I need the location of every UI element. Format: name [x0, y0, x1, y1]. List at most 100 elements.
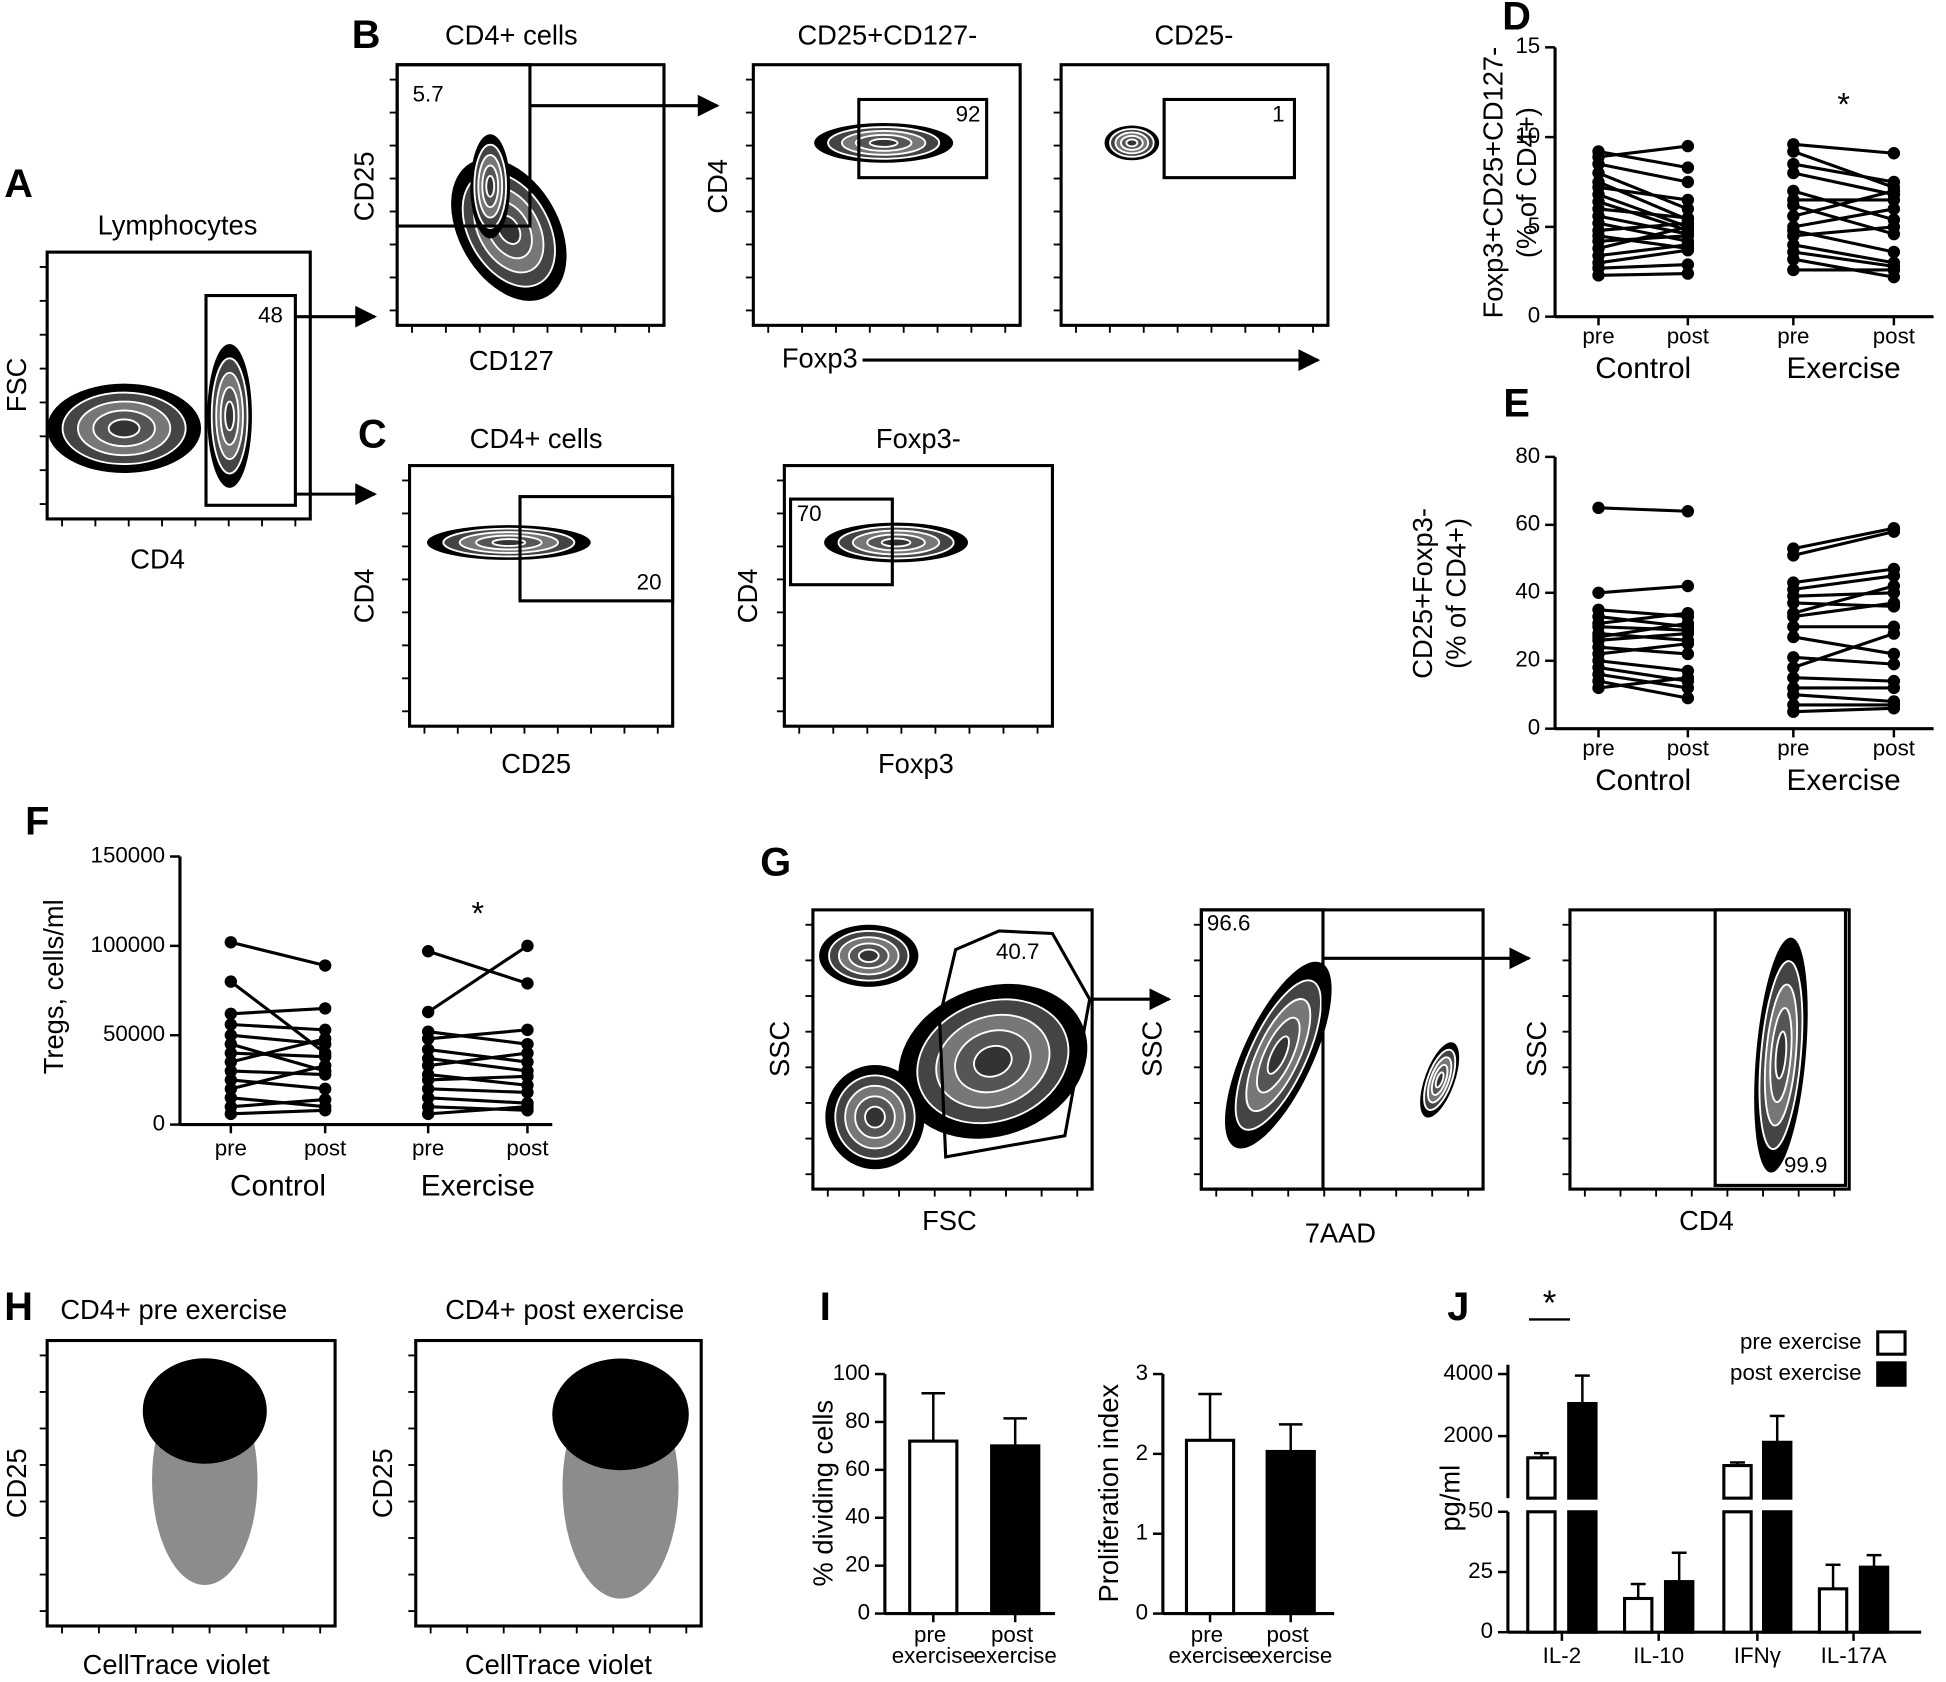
paired-line: [1793, 635, 1895, 656]
flow-plot: [389, 63, 666, 333]
bar: [1526, 1510, 1557, 1634]
paired-line: [428, 1105, 528, 1116]
panel-letter: H: [4, 1285, 33, 1329]
data-point: [521, 939, 534, 953]
x-tick-label: IL-10: [1633, 1643, 1684, 1668]
data-point: [1887, 202, 1901, 216]
paired-line: [1598, 207, 1689, 220]
paired-line: [1598, 263, 1688, 270]
density-contour: [973, 1044, 1013, 1078]
bar: [1184, 1438, 1236, 1616]
bar: [990, 1444, 1041, 1616]
data-point: [1681, 161, 1695, 174]
data-point: [1681, 258, 1695, 271]
paired-line: [1598, 272, 1688, 277]
plot-frame: [408, 464, 675, 728]
bar-upper: [1762, 1440, 1793, 1500]
plot-frame: [751, 63, 1022, 327]
legend-label: post exercise: [1730, 1360, 1862, 1385]
plot-frame: [1568, 908, 1851, 1191]
data-point: [521, 1037, 534, 1051]
y-axis-label: (% of CD4+): [1511, 107, 1542, 258]
plot-title: Foxp3-: [876, 423, 961, 454]
data-point: [1787, 610, 1800, 623]
data-point: [1887, 147, 1901, 160]
data-point: [318, 1082, 332, 1096]
group-label: Exercise: [421, 1170, 535, 1203]
density-contour: [1266, 1035, 1290, 1075]
x-tick-label: pre: [1582, 736, 1614, 761]
y-tick-label: 0: [1481, 1618, 1493, 1643]
data-point: [1592, 269, 1605, 282]
data-point: [1887, 579, 1901, 593]
flow-plot: [776, 464, 1054, 734]
data-point: [1592, 586, 1605, 599]
event-cloud: [562, 1375, 679, 1599]
y-axis-label: CD4: [702, 159, 733, 214]
bar: [1623, 1596, 1654, 1634]
data-point: [1681, 647, 1695, 661]
paired-line: [1792, 189, 1895, 218]
data-point: [1787, 596, 1800, 610]
x-tick-label: pre: [215, 1135, 247, 1160]
legend-swatch: [1876, 1330, 1907, 1356]
paired-line: [1793, 526, 1895, 551]
y-axis-label: Foxp3+CD25+CD127-: [1478, 47, 1509, 319]
density-contour: [1434, 1071, 1445, 1089]
paired-line: [1598, 659, 1689, 673]
plot-frame: [1059, 63, 1330, 327]
x-tick-label: post exercise: [974, 1622, 1057, 1668]
data-point: [1887, 193, 1901, 207]
data-point: [1681, 139, 1695, 153]
paired-line: [1598, 621, 1689, 639]
x-tick-label: IL-2: [1543, 1643, 1581, 1668]
panel-letter: J: [1447, 1285, 1469, 1329]
bar: [1567, 1510, 1598, 1634]
panel-letter: I: [820, 1285, 831, 1329]
y-axis-label: Proliferation index: [1093, 1384, 1124, 1603]
paired-line: [1793, 655, 1894, 666]
data-point: [521, 977, 534, 990]
gate-percentage: 92: [956, 102, 981, 127]
paired-line: [1598, 243, 1689, 258]
bar-upper: [1567, 1401, 1598, 1500]
data-point: [318, 1023, 332, 1037]
density-contour: [868, 137, 899, 148]
x-tick-label: post: [506, 1135, 549, 1160]
group-label: Control: [230, 1170, 326, 1203]
gate: [1199, 908, 1325, 1191]
data-point: [1887, 702, 1901, 715]
paired-line: [230, 1108, 326, 1116]
paired-line: [1598, 676, 1689, 690]
data-point: [421, 945, 435, 958]
bar-upper: [1526, 1456, 1557, 1500]
data-point: [421, 1091, 435, 1104]
paired-line: [1793, 207, 1895, 229]
data-point: [318, 1050, 332, 1063]
flow-plot: [402, 464, 675, 734]
paired-line: [1598, 584, 1688, 595]
event-cloud: [152, 1374, 258, 1586]
y-tick-label: 0: [1136, 1599, 1148, 1624]
y-tick-label: 80: [1515, 443, 1540, 468]
gate-percentage: 40.7: [996, 939, 1039, 964]
paired-line: [1793, 257, 1895, 279]
data-point: [1887, 647, 1901, 661]
paired-line: [428, 1073, 528, 1087]
x-tick-label: post: [304, 1135, 347, 1160]
arrows: [295, 94, 1532, 1011]
y-axis-label: (% of CD4+): [1440, 518, 1471, 669]
data-point: [1787, 671, 1800, 684]
gate-percentage: 99.9: [1784, 1153, 1827, 1178]
y-tick-label: 20: [1515, 647, 1540, 672]
paired-line: [230, 1098, 326, 1109]
density-contour: [224, 400, 235, 432]
data-point: [1681, 229, 1695, 243]
gate: [518, 495, 675, 603]
data-point: [224, 1091, 238, 1104]
data-point: [1681, 691, 1695, 705]
x-tick-label: pre exercise: [892, 1622, 975, 1668]
paired-line: [1793, 706, 1894, 714]
data-point: [224, 1029, 238, 1042]
data-point: [1887, 245, 1901, 259]
